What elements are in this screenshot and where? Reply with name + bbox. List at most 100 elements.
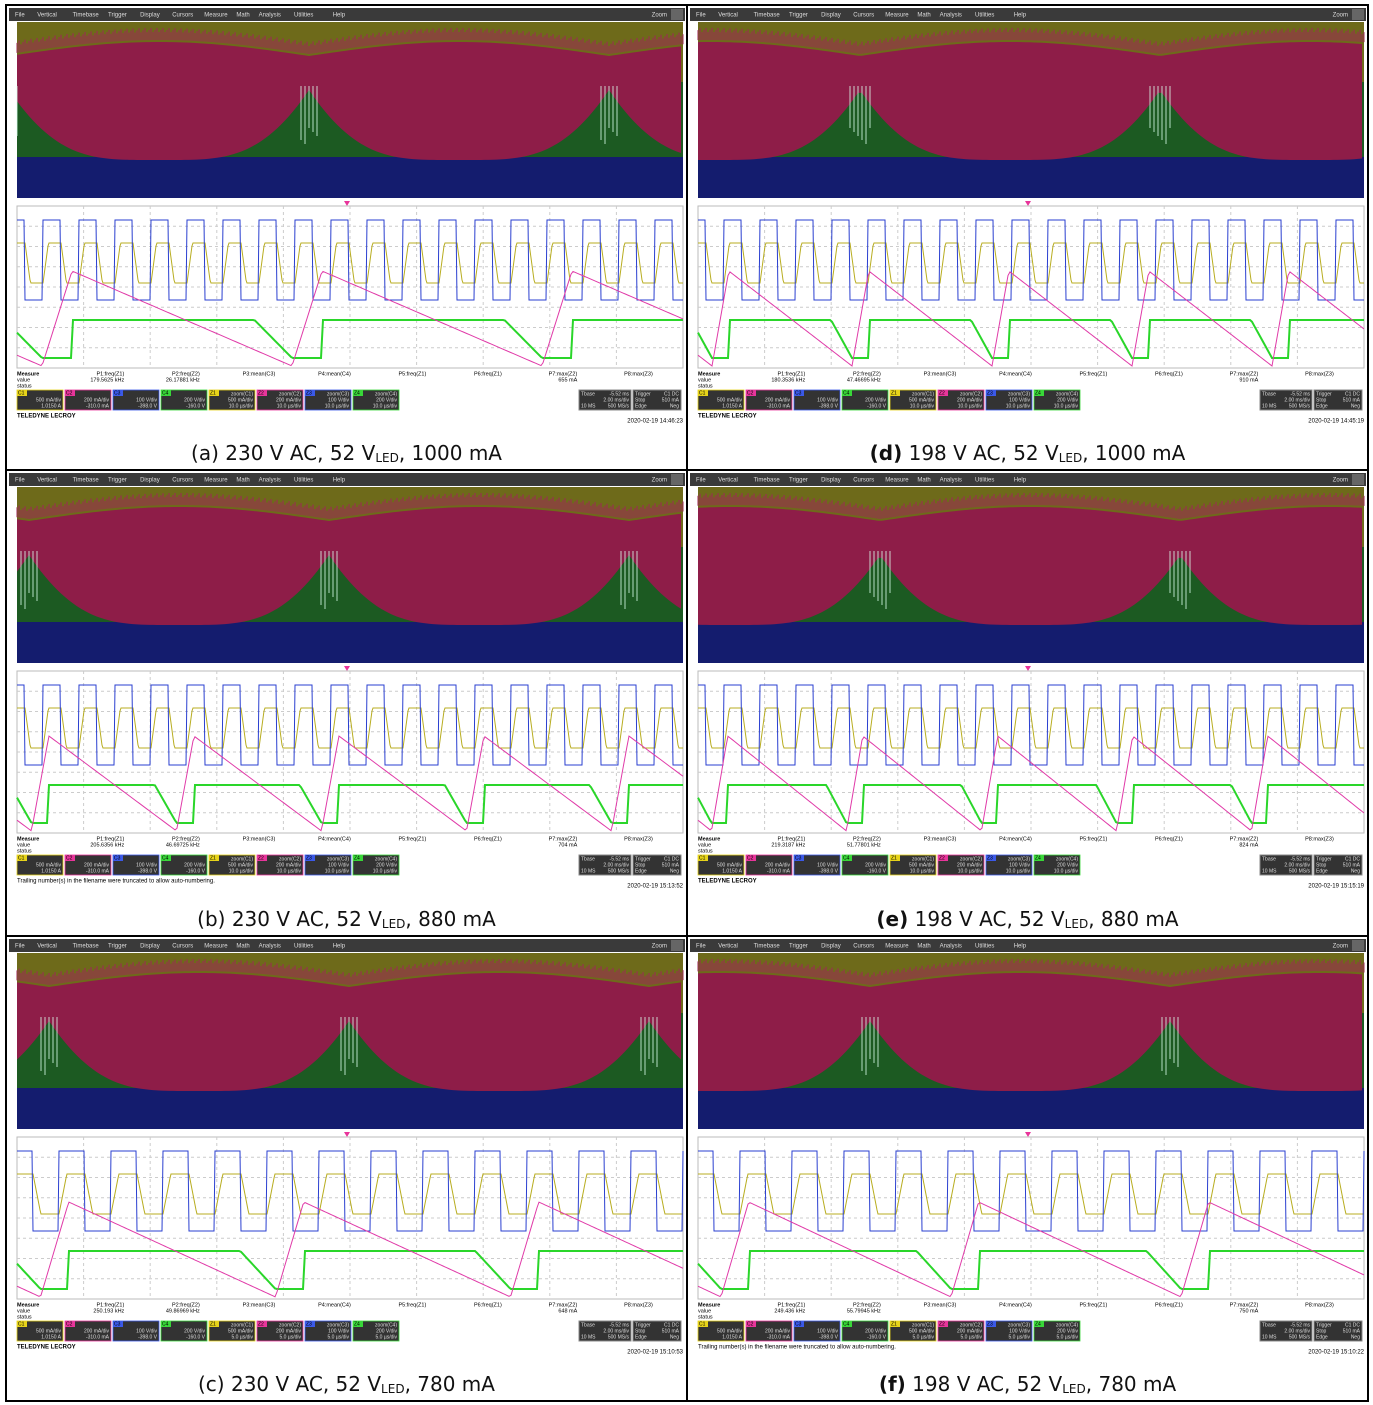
timestamp: 2020-02-19 15:10:22 bbox=[1308, 1349, 1364, 1355]
channel-scale: 100 V/div bbox=[817, 397, 838, 403]
zoom-timebase: 5.0 µs/div bbox=[912, 1334, 934, 1340]
zoom-name: Z1 bbox=[210, 390, 216, 396]
menu-bar bbox=[689, 473, 1366, 487]
channel-box bbox=[112, 1320, 159, 1342]
channel-name: C3 bbox=[114, 390, 121, 396]
trigger-level: 510 mA bbox=[661, 1328, 679, 1334]
zoom-source: zoom(C3) bbox=[327, 1322, 349, 1328]
zoom-timebase: 10.0 µs/div bbox=[909, 403, 934, 409]
measure-param: P6:freq(Z1) bbox=[1154, 837, 1182, 843]
timebase-scale: 2.00 ms/div bbox=[1284, 863, 1310, 869]
caption-rest: , 780 mA bbox=[404, 1372, 495, 1396]
menu-item: Timebase bbox=[753, 943, 780, 949]
timebase-samples: 10 MS bbox=[1262, 869, 1277, 875]
footer-text: TELEDYNE LECROY bbox=[698, 879, 757, 885]
menu-item: File bbox=[15, 13, 25, 19]
upper-bg-blue bbox=[16, 622, 683, 664]
zoom-name: Z3 bbox=[306, 1321, 312, 1327]
zoom-box bbox=[256, 1320, 303, 1342]
menu-item: Timebase bbox=[72, 478, 99, 484]
timebase-scale: 2.00 ms/div bbox=[603, 1328, 629, 1334]
upper-bg-blue bbox=[697, 157, 1364, 198]
channel-box bbox=[160, 854, 207, 876]
menu-item: Utilities bbox=[294, 478, 313, 484]
measure-row-label: Measure bbox=[17, 371, 39, 377]
zoom-box bbox=[985, 1320, 1032, 1342]
zoom-box bbox=[1033, 389, 1080, 411]
zoom-scale: 200 mA/div bbox=[275, 397, 301, 403]
channel-box bbox=[745, 389, 792, 411]
zoom-scale: 500 mA/div bbox=[908, 863, 934, 869]
channel-scale: 200 mA/div bbox=[764, 397, 790, 403]
menu-bar bbox=[8, 8, 685, 21]
trigger-box bbox=[632, 389, 681, 411]
zoom-scale: 500 mA/div bbox=[227, 1328, 253, 1334]
measure-row-label: value bbox=[17, 843, 30, 849]
zoom-box bbox=[256, 854, 303, 876]
caption-rest: , 780 mA bbox=[1085, 1372, 1177, 1396]
zoom-box bbox=[937, 389, 984, 411]
zoom-tag bbox=[889, 855, 900, 862]
menu-item: Utilities bbox=[294, 943, 313, 949]
channel-box bbox=[697, 1320, 744, 1342]
measure-row-label: status bbox=[17, 849, 32, 855]
timebase-samples: 10 MS bbox=[581, 1334, 596, 1340]
measure-param: P4:mean(C4) bbox=[999, 837, 1032, 843]
channel-scale: 500 mA/div bbox=[35, 397, 61, 403]
measure-value: 179.5625 kHz bbox=[90, 377, 124, 383]
zoom-timebase: 10.0 µs/div bbox=[324, 869, 349, 875]
zoom-box bbox=[304, 854, 351, 876]
zoom-tag bbox=[889, 1320, 900, 1327]
zoom-source: zoom(C3) bbox=[1008, 391, 1030, 397]
measure-param: P2:freq(Z2) bbox=[852, 837, 880, 843]
channel-tag bbox=[160, 1320, 171, 1327]
measure-row-label: Measure bbox=[698, 371, 720, 377]
zoom-source: zoom(C3) bbox=[327, 391, 349, 397]
measure-param: P2:freq(Z2) bbox=[852, 371, 880, 377]
trigger-type: Edge bbox=[635, 403, 647, 409]
measure-param: P7:max(Z2) bbox=[1229, 371, 1258, 377]
zoom-source: zoom(C2) bbox=[279, 1322, 301, 1328]
zoom-tag bbox=[304, 1320, 315, 1327]
zoom-box bbox=[937, 1320, 984, 1342]
line-current-envelope bbox=[16, 972, 681, 1091]
trigger-mode: Stop bbox=[635, 1328, 646, 1334]
zoom-name: Z2 bbox=[258, 390, 264, 396]
trigger-type: Edge bbox=[1316, 403, 1328, 409]
trace-yellow bbox=[697, 707, 1364, 749]
zoom-tag bbox=[304, 390, 315, 396]
zoom-timebase: 10.0 µs/div bbox=[909, 869, 934, 875]
channel-offset: -310.0 mA bbox=[766, 403, 790, 409]
timebase-samples: 10 MS bbox=[581, 869, 596, 875]
zoom-box bbox=[352, 854, 399, 876]
figure-grid: File Vertical Timebase Trigger Display Cursor… bbox=[5, 4, 1369, 1402]
trigger-box bbox=[632, 854, 681, 876]
trace-pink bbox=[16, 735, 683, 832]
channel-tag bbox=[16, 390, 27, 396]
channel-offset: -310.0 mA bbox=[85, 403, 109, 409]
zoom-name: Z1 bbox=[210, 1321, 216, 1327]
measure-row-label: status bbox=[17, 383, 32, 389]
zoom-box bbox=[985, 389, 1032, 411]
menu-item: Timebase bbox=[753, 478, 780, 484]
menu-item: Math bbox=[917, 13, 930, 19]
channel-tag bbox=[64, 390, 75, 396]
zoom-scale: 200 V/div bbox=[376, 863, 397, 869]
channel-offset: -310.0 mA bbox=[766, 869, 790, 875]
zoom-tag bbox=[889, 390, 900, 396]
trigger-box bbox=[632, 1320, 681, 1342]
zoom-timebase: 10.0 µs/div bbox=[1005, 403, 1030, 409]
zoom-timebase: 10.0 µs/div bbox=[1053, 403, 1078, 409]
zoom-tag bbox=[352, 390, 363, 396]
trigger-level: 510 mA bbox=[661, 397, 679, 403]
zoom-tag bbox=[985, 390, 996, 396]
trigger-slope: Neg bbox=[1350, 1334, 1359, 1340]
channel-tag bbox=[160, 390, 171, 396]
measure-value: 704 mA bbox=[558, 843, 577, 849]
measure-row-label: value bbox=[698, 377, 711, 383]
menu-item: Help bbox=[1013, 478, 1026, 484]
menu-item: Analysis bbox=[939, 943, 961, 949]
measure-param: P3:mean(C3) bbox=[923, 1302, 956, 1308]
trigger-source: C1 DC bbox=[1344, 857, 1359, 863]
channel-offset: -398.0 V bbox=[138, 869, 158, 875]
